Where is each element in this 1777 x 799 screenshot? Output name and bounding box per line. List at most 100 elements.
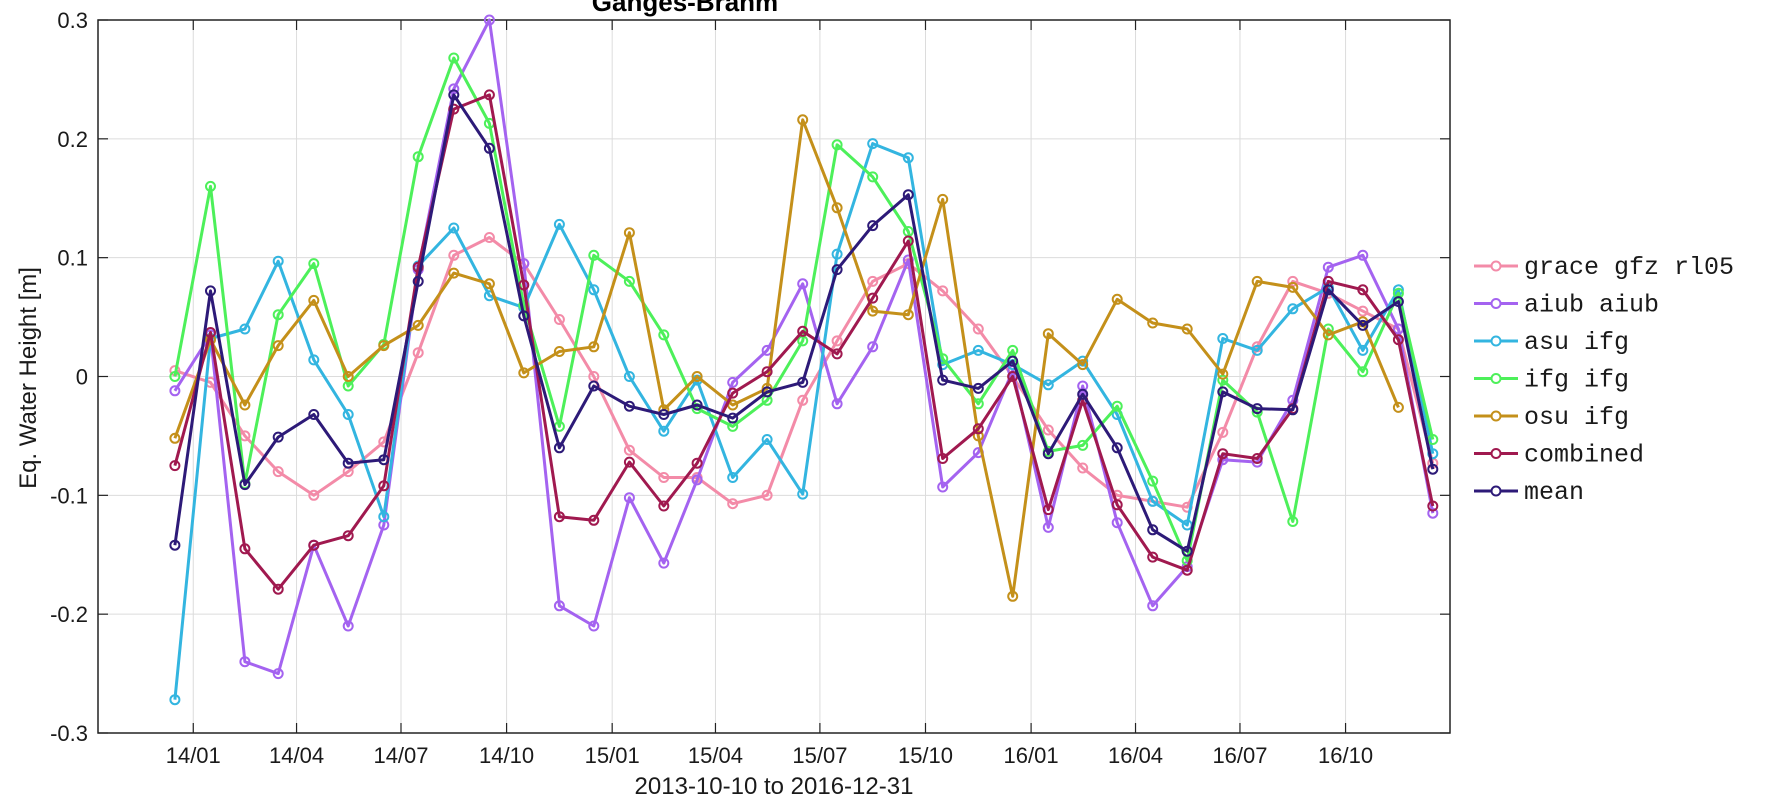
data-point [412, 151, 424, 163]
x-axis-title: 2013-10-10 to 2016-12-31 [635, 773, 914, 799]
data-point [761, 366, 773, 378]
data-point [239, 399, 251, 411]
data-point [1147, 524, 1159, 536]
y-tick-label: 0 [76, 365, 88, 390]
data-point [169, 694, 181, 706]
data-point [658, 557, 670, 569]
data-point [623, 456, 635, 468]
legend-marker [1490, 373, 1502, 384]
y-axis-title: Eq. Water Height [m] [15, 267, 42, 489]
y-tick-label: -0.1 [50, 483, 88, 508]
data-point [972, 430, 984, 442]
data-point [1147, 600, 1159, 612]
data-point [448, 103, 460, 115]
data-point [1251, 344, 1263, 356]
data-point [342, 620, 354, 632]
data-point [1217, 386, 1229, 398]
data-point [448, 52, 460, 64]
data-point [412, 347, 424, 359]
data-point [483, 14, 495, 26]
data-point [691, 457, 703, 469]
data-point [588, 284, 600, 296]
data-point [1322, 284, 1334, 296]
data-point [553, 314, 565, 325]
series-2 [169, 138, 1439, 706]
data-point [797, 114, 809, 126]
legend-marker [1490, 448, 1502, 459]
series-layer [169, 14, 1439, 706]
data-point [831, 248, 843, 260]
data-point [1077, 462, 1089, 474]
series-line [173, 142, 1435, 700]
y-tick-label: 0.3 [57, 8, 88, 33]
data-point [1427, 434, 1439, 445]
data-point [658, 425, 670, 437]
data-point [1217, 333, 1229, 344]
data-point [797, 278, 809, 290]
x-tick-label: 14/10 [479, 743, 534, 768]
data-point [902, 152, 914, 164]
data-point [902, 309, 914, 321]
data-point [727, 376, 739, 388]
data-point [867, 292, 879, 304]
legend-item: asu ifg [1474, 328, 1629, 357]
data-point [761, 386, 773, 398]
data-point [378, 480, 390, 492]
data-point [1217, 368, 1229, 380]
legend-item: ifg ifg [1474, 366, 1629, 395]
data-point [1357, 284, 1369, 296]
data-point [867, 171, 879, 183]
data-point [1042, 521, 1054, 533]
legend-marker [1490, 410, 1502, 422]
data-point [483, 232, 495, 243]
data-point [831, 202, 843, 214]
data-point [972, 382, 984, 394]
x-tick-label: 16/04 [1108, 743, 1163, 768]
data-point [1392, 296, 1404, 308]
data-point [1147, 475, 1159, 487]
data-point [1042, 328, 1054, 340]
data-point [658, 409, 670, 420]
data-point [518, 310, 530, 322]
data-point [553, 511, 565, 523]
data-point [1217, 448, 1229, 460]
data-point [169, 432, 181, 444]
data-point [239, 479, 251, 491]
data-point [1147, 317, 1159, 329]
data-point [1077, 439, 1089, 451]
x-tick-label: 14/04 [269, 743, 324, 768]
data-point [378, 454, 390, 466]
series-line [173, 93, 1435, 553]
data-point [169, 539, 181, 551]
grid [98, 19, 1450, 734]
data-point [797, 325, 809, 337]
y-tick-label: 0.1 [57, 246, 88, 271]
y-tick-label: -0.3 [50, 721, 88, 746]
data-point [169, 385, 181, 397]
legend-marker [1490, 260, 1502, 272]
data-point [1077, 388, 1089, 400]
data-point [691, 474, 703, 486]
data-point [937, 285, 949, 297]
data-point [1217, 426, 1229, 438]
data-point [867, 138, 879, 150]
data-point [972, 323, 984, 335]
data-point [1111, 517, 1123, 529]
data-point [658, 472, 670, 483]
data-point [1147, 551, 1159, 563]
data-point [1357, 249, 1369, 261]
data-point [1322, 329, 1334, 341]
data-point [761, 434, 773, 445]
data-point [902, 235, 914, 247]
data-point [412, 319, 424, 331]
data-point [1181, 545, 1193, 557]
data-point [761, 489, 773, 501]
data-point [1042, 379, 1054, 391]
data-point [937, 374, 949, 386]
data-point [553, 442, 565, 454]
data-point [1357, 319, 1369, 331]
data-point [412, 275, 424, 287]
data-point [727, 498, 739, 510]
data-point [972, 423, 984, 435]
